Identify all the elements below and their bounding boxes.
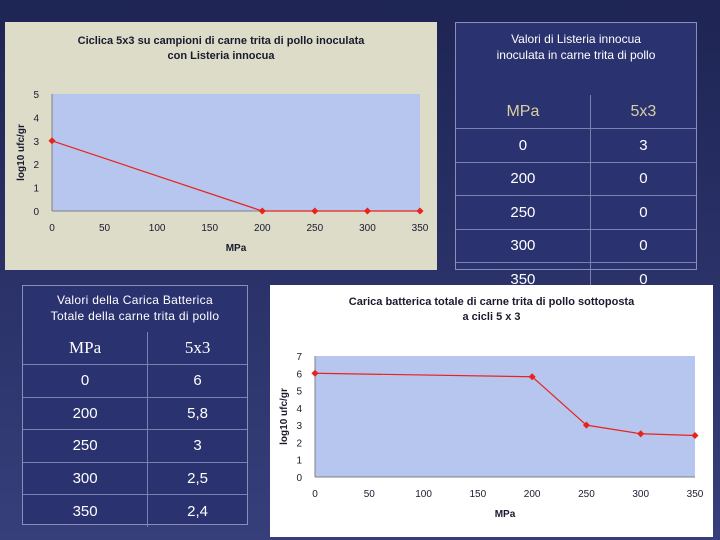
total-bacteria-data-point bbox=[311, 369, 319, 377]
total-bacteria-x-tick-label: 50 bbox=[364, 489, 376, 500]
total-bacteria-x-tick-label: 150 bbox=[470, 489, 487, 500]
total-bacteria-data-point bbox=[691, 431, 699, 440]
listeria-x-tick-label: 200 bbox=[254, 223, 271, 234]
header-mpa: MPa bbox=[23, 332, 149, 365]
cell-value: 0 bbox=[590, 228, 696, 263]
listeria-y-axis-label: log10 ufc/gr bbox=[16, 124, 27, 181]
listeria-x-tick-label: 0 bbox=[49, 223, 55, 234]
header-5x3: 5x3 bbox=[184, 338, 211, 357]
listeria-data-point bbox=[416, 207, 424, 215]
listeria-y-tick-label: 1 bbox=[33, 184, 39, 195]
total-bacteria-table-title-line-2: Totale della carne trita di pollo bbox=[50, 309, 220, 323]
cell-mpa: 300 bbox=[456, 228, 591, 263]
table-row: 0 6 bbox=[23, 364, 247, 397]
listeria-chart: 0 1 2 3 4 5 0 50 100 150 200 250 300 350 MPa log10 ufc/… bbox=[5, 22, 437, 270]
total-bacteria-table-title: Valori della Carica Batterica Totale del… bbox=[23, 286, 247, 324]
listeria-table-panel: Valori di Listeria innocua inoculata in … bbox=[455, 22, 697, 296]
cell-value: 6 bbox=[147, 364, 247, 397]
listeria-x-tick-label: 350 bbox=[412, 223, 429, 234]
table-row: 250 3 bbox=[23, 429, 247, 462]
cell-value: 0 bbox=[590, 161, 696, 196]
listeria-x-tick-label: 300 bbox=[359, 223, 376, 234]
listeria-table-title-line-1: Valori di Listeria innocua bbox=[511, 32, 641, 46]
listeria-y-tick-label: 2 bbox=[33, 160, 39, 171]
listeria-chart-title: Ciclica 5x3 su campioni di carne trita d… bbox=[5, 34, 437, 64]
listeria-chart-title-line-2: con Listeria innocua bbox=[167, 50, 275, 62]
listeria-data-point bbox=[311, 207, 319, 215]
listeria-x-tick-label: 150 bbox=[201, 223, 218, 234]
cell-value: 2,4 bbox=[147, 494, 247, 527]
cell-value: 3 bbox=[147, 429, 247, 462]
total-bacteria-chart-title-line-2: a cicli 5 x 3 bbox=[462, 311, 521, 323]
listeria-data-point bbox=[48, 137, 56, 145]
table-header-row: MPa 5x3 bbox=[23, 332, 247, 365]
cell-mpa: 0 bbox=[23, 364, 149, 397]
total-bacteria-table: MPa 5x3 0 6 200 5,8 250 3 300 2,5 350 2,… bbox=[23, 332, 247, 527]
total-bacteria-x-tick-label: 100 bbox=[415, 489, 432, 500]
total-bacteria-table-panel: Valori della Carica Batterica Totale del… bbox=[22, 285, 248, 527]
total-bacteria-chart-title: Carica batterica totale di carne trita d… bbox=[270, 295, 713, 325]
listeria-y-tick-label: 4 bbox=[33, 113, 39, 124]
total-bacteria-x-tick-label: 350 bbox=[687, 489, 704, 500]
total-bacteria-table-title-line-1: Valori della Carica Batterica bbox=[57, 293, 213, 307]
cell-mpa: 200 bbox=[456, 161, 591, 196]
cell-mpa: 350 bbox=[23, 494, 149, 527]
total-bacteria-chart-title-line-1: Carica batterica totale di carne trita d… bbox=[348, 296, 635, 308]
cell-mpa: 250 bbox=[456, 195, 591, 229]
table-header-row: MPa 5x3 bbox=[456, 95, 696, 129]
total-bacteria-y-tick-label: 7 bbox=[296, 352, 302, 363]
total-bacteria-chart-svg: 0 1 2 3 4 5 6 7 0 50 100 150 200 250 300 350 MPa log10 uf… bbox=[279, 352, 704, 520]
listeria-x-tick-label: 50 bbox=[99, 223, 111, 234]
total-bacteria-y-axis-label: log10 ufc/gr bbox=[279, 388, 290, 445]
listeria-y-tick-label: 3 bbox=[33, 137, 39, 148]
total-bacteria-chart: 0 1 2 3 4 5 6 7 0 50 100 150 200 250 300 350 MPa log10 uf… bbox=[270, 285, 713, 537]
table-row: 0 3 bbox=[456, 128, 696, 162]
total-bacteria-x-tick-label: 250 bbox=[578, 489, 595, 500]
header-mpa: MPa bbox=[456, 95, 591, 129]
total-bacteria-y-tick-label: 1 bbox=[296, 456, 302, 467]
cell-value: 0 bbox=[590, 195, 696, 229]
listeria-table: MPa 5x3 0 3 200 0 250 0 300 0 350 0 bbox=[456, 95, 696, 296]
total-bacteria-y-tick-label: 4 bbox=[296, 404, 302, 415]
listeria-plot-area bbox=[52, 94, 420, 211]
cell-mpa: 250 bbox=[23, 429, 149, 462]
table-row: 300 2,5 bbox=[23, 461, 247, 495]
listeria-y-tick-label: 5 bbox=[33, 90, 39, 101]
listeria-table-title-line-2: inoculata in carne trita di pollo bbox=[496, 48, 656, 62]
table-row: 350 2,4 bbox=[23, 494, 247, 527]
cell-mpa: 200 bbox=[23, 396, 149, 430]
table-row: 250 0 bbox=[456, 195, 696, 229]
cell-mpa: 0 bbox=[456, 128, 591, 162]
total-bacteria-y-tick-label: 6 bbox=[296, 369, 302, 380]
listeria-table-title: Valori di Listeria innocua inoculata in … bbox=[456, 23, 696, 63]
total-bacteria-y-tick-label: 0 bbox=[296, 473, 302, 484]
total-bacteria-y-tick-label: 5 bbox=[296, 387, 302, 398]
total-bacteria-x-tick-label: 200 bbox=[524, 489, 541, 500]
cell-value: 5,8 bbox=[147, 396, 247, 430]
cell-mpa: 300 bbox=[23, 461, 149, 495]
listeria-chart-title-line-1: Ciclica 5x3 su campioni di carne trita d… bbox=[77, 35, 365, 47]
listeria-y-tick-label: 0 bbox=[33, 207, 39, 218]
cell-value: 2,5 bbox=[147, 461, 247, 495]
header-5x3: 5x3 bbox=[630, 102, 657, 120]
table-row: 300 0 bbox=[456, 228, 696, 263]
total-bacteria-x-tick-label: 0 bbox=[312, 489, 318, 500]
listeria-x-tick-label: 250 bbox=[307, 223, 324, 234]
table-row: 200 0 bbox=[456, 161, 696, 196]
total-bacteria-y-tick-label: 3 bbox=[296, 421, 302, 432]
total-bacteria-y-tick-label: 2 bbox=[296, 438, 302, 449]
total-bacteria-data-point bbox=[637, 430, 645, 438]
total-bacteria-x-tick-label: 300 bbox=[632, 489, 649, 500]
listeria-x-tick-label: 100 bbox=[149, 223, 166, 234]
table-row: 200 5,8 bbox=[23, 396, 247, 430]
cell-value: 3 bbox=[590, 128, 696, 162]
listeria-data-point bbox=[363, 207, 371, 215]
listeria-x-axis-label: MPa bbox=[226, 243, 247, 254]
total-bacteria-x-axis-label: MPa bbox=[495, 509, 516, 520]
